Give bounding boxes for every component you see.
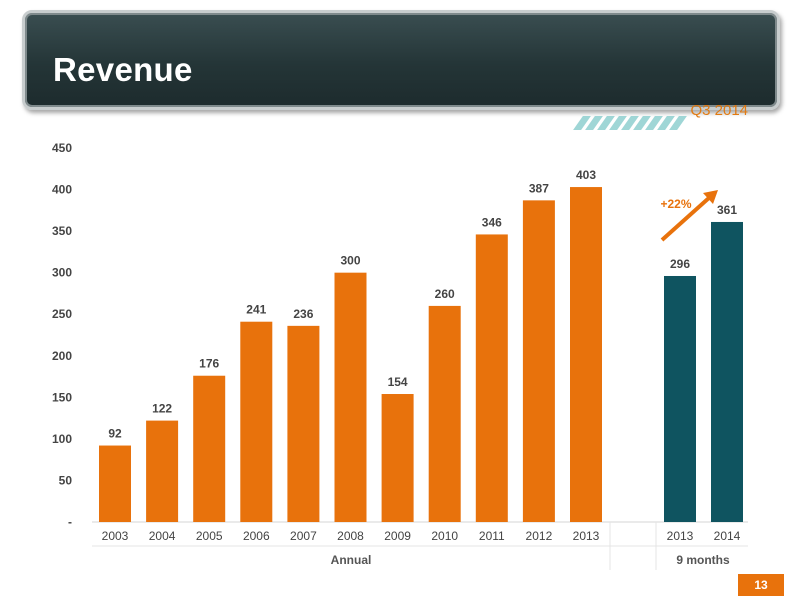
data-label: 92 xyxy=(108,427,122,441)
y-tick-label: 150 xyxy=(52,390,72,404)
x-tick-label: 2007 xyxy=(290,529,317,543)
growth-arrow-shaft xyxy=(660,195,712,242)
growth-arrow-head xyxy=(703,190,718,204)
bar xyxy=(287,325,320,522)
group-label: 9 months xyxy=(676,553,730,567)
title-banner: Revenue xyxy=(22,10,780,110)
y-tick-label: 100 xyxy=(52,432,72,446)
data-label: 241 xyxy=(246,303,266,317)
x-tick-label: 2013 xyxy=(667,529,694,543)
growth-annotation: +22% xyxy=(660,197,691,211)
bar xyxy=(428,305,461,522)
y-tick-label: 450 xyxy=(52,141,72,155)
data-label: 122 xyxy=(152,402,172,416)
y-tick-label: - xyxy=(68,515,72,529)
bar xyxy=(99,445,131,522)
x-tick-label: 2010 xyxy=(431,529,458,543)
y-tick-label: 350 xyxy=(52,224,72,238)
data-label: 296 xyxy=(670,257,690,271)
slide-title: Revenue xyxy=(53,51,193,88)
y-tick-label: 400 xyxy=(52,183,72,197)
page-number: 13 xyxy=(738,574,784,596)
revenue-chart: - 50 100 150 200 250 300 350 400 450 92 2003 122 2004… xyxy=(52,141,748,570)
slide-subtitle: Q3 2014 xyxy=(690,102,748,119)
bar xyxy=(475,234,508,522)
x-tick-label: 2014 xyxy=(714,529,741,543)
x-tick-label: 2004 xyxy=(149,529,176,543)
x-tick-label: 2006 xyxy=(243,529,270,543)
y-tick-label: 50 xyxy=(59,473,73,487)
bar xyxy=(193,375,226,522)
decorative-stripes xyxy=(573,116,690,130)
bar xyxy=(664,275,696,522)
data-label: 176 xyxy=(199,357,219,371)
y-tick-label: 300 xyxy=(52,266,72,280)
x-tick-label: 2008 xyxy=(337,529,364,543)
x-tick-label: 2012 xyxy=(526,529,553,543)
bar xyxy=(522,200,555,523)
data-label: 154 xyxy=(388,375,408,389)
data-label: 300 xyxy=(340,254,360,268)
data-label: 387 xyxy=(529,181,549,195)
x-tick-label: 2011 xyxy=(479,529,505,543)
bar xyxy=(570,187,602,522)
x-tick-label: 2009 xyxy=(384,529,411,543)
x-tick-label: 2003 xyxy=(102,529,129,543)
x-tick-label: 2005 xyxy=(196,529,223,543)
bar xyxy=(334,272,367,522)
y-tick-label: 250 xyxy=(52,307,72,321)
bar xyxy=(146,420,179,522)
bar xyxy=(711,221,743,523)
y-tick-label: 200 xyxy=(52,349,72,363)
x-tick-label: 2013 xyxy=(573,529,600,543)
data-label: 236 xyxy=(293,307,313,321)
data-label: 260 xyxy=(435,287,455,301)
bar xyxy=(240,321,273,522)
data-label: 361 xyxy=(717,203,737,217)
group-label: Annual xyxy=(331,553,372,567)
data-label: 346 xyxy=(482,215,502,229)
data-label: 403 xyxy=(576,168,596,182)
bar xyxy=(381,394,414,522)
